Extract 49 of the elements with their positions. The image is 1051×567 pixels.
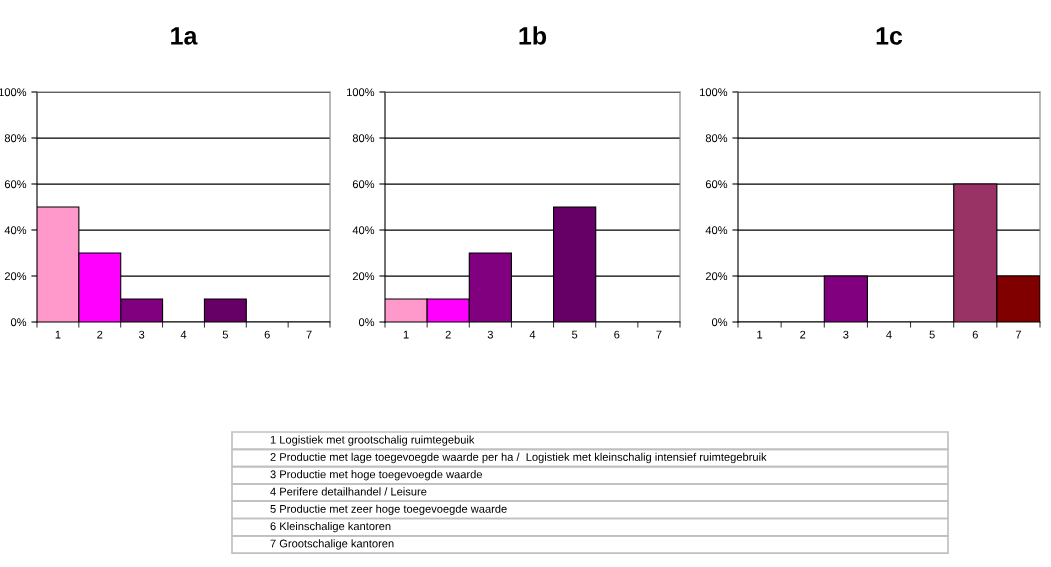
x-tick-label: 7 (1015, 330, 1021, 339)
chart-title: 1c (876, 27, 903, 45)
y-tick-label: 100% (700, 88, 728, 97)
x-tick-label: 7 (306, 330, 312, 339)
y-tick-label: 40% (352, 226, 375, 235)
x-tick-label: 3 (843, 330, 849, 339)
x-tick-label: 5 (572, 330, 578, 339)
y-tick-label: 20% (352, 272, 375, 281)
x-tick-label: 2 (97, 330, 103, 339)
x-tick-label: 5 (222, 330, 228, 339)
y-tick-label: 80% (4, 134, 27, 143)
x-tick-label: 1 (55, 330, 61, 339)
x-tick-label: 6 (614, 330, 620, 339)
x-tick-label: 3 (138, 330, 145, 339)
chart-title: 1a (171, 27, 198, 45)
x-tick-label: 4 (529, 330, 536, 339)
y-tick-label: 40% (705, 226, 728, 235)
text: 3 Productie met hoge toegevoegde waarde (270, 470, 482, 481)
y-tick-label: 40% (4, 226, 27, 235)
text: 7 Grootschalige kantoren (270, 539, 394, 550)
y-tick-label: 20% (705, 272, 728, 281)
x-tick-label: 5 (929, 330, 935, 339)
text: 1 Logistiek met grootschalig ruimtegebuik (270, 435, 475, 446)
x-tick-label: 1 (403, 330, 409, 339)
y-tick-label: 80% (705, 134, 728, 143)
y-tick-label: 60% (705, 180, 728, 189)
x-tick-label: 7 (656, 330, 662, 339)
text: 6 Kleinschalige kantoren (270, 521, 391, 533)
x-tick-label: 2 (800, 330, 806, 339)
y-tick-label: 80% (352, 134, 375, 143)
x-tick-label: 2 (445, 330, 451, 339)
x-tick-label: 6 (264, 330, 270, 339)
x-tick-label: 6 (972, 330, 978, 339)
y-tick-label: 0% (358, 318, 375, 327)
text: 4 Perifere detailhandel / Leisure (270, 487, 427, 496)
y-tick-label: 60% (4, 180, 27, 189)
x-tick-label: 4 (180, 330, 187, 339)
x-tick-label: 4 (886, 330, 892, 339)
y-tick-label: 100% (0, 88, 27, 97)
text: 5 Productie met zeer hoge toegevoegde waarde (270, 504, 507, 516)
x-tick-label: 3 (487, 330, 493, 339)
y-tick-label: 100% (347, 88, 375, 97)
x-tick-label: 1 (757, 330, 763, 339)
chart-title: 1b (519, 26, 547, 45)
y-tick-label: 0% (711, 318, 728, 327)
y-tick-label: 60% (352, 180, 375, 189)
y-tick-label: 20% (4, 272, 27, 281)
text: 2 Productie met lage toegevoegde waarde per ha / Logistiek met kleinschalig intensief ruimtegebruik (270, 452, 767, 464)
y-tick-label: 0% (10, 318, 27, 327)
